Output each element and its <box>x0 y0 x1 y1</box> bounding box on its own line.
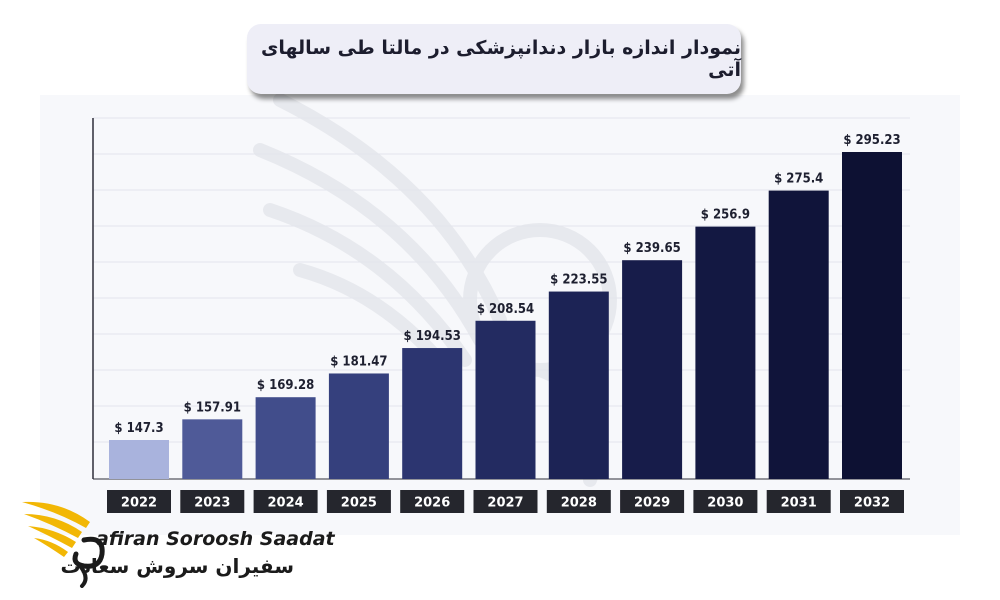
x-tick-label-2025: 2025 <box>341 496 377 511</box>
bars <box>109 152 902 479</box>
bar-2026 <box>402 348 463 479</box>
bar-2028 <box>548 291 609 479</box>
year-box-2025 <box>326 490 391 513</box>
brand-name-persian: سفیران سروش سعادت <box>60 554 295 578</box>
value-label-2025: $ 181.47 <box>330 354 387 369</box>
value-labels: $ 147.3 $ 157.91 $ 169.28 $ 181.47 $ 194.53 $… <box>114 133 900 436</box>
bar-2030 <box>695 226 756 479</box>
x-tick-label-2023: 2023 <box>194 496 230 511</box>
value-label-2031: $ 275.4 <box>774 172 823 187</box>
year-box-2032 <box>840 490 904 513</box>
value-label-2029: $ 239.65 <box>623 241 680 256</box>
year-box-2031 <box>766 490 831 513</box>
year-box-2029 <box>620 490 685 513</box>
value-label-2032: $ 295.23 <box>843 133 900 148</box>
year-label-boxes: 2022 2023 2024 2025 2026 2027 2028 2029 2030 2031… <box>107 490 904 513</box>
value-label-2030: $ 256.9 <box>701 208 750 223</box>
bar-2031 <box>768 190 829 479</box>
x-tick-label-2022: 2022 <box>121 496 157 511</box>
value-label-2026: $ 194.53 <box>404 329 461 344</box>
x-tick-label-2024: 2024 <box>268 496 304 511</box>
golden-wing-icon <box>22 501 105 588</box>
bar-2032 <box>842 152 902 479</box>
value-label-2022: $ 147.3 <box>114 421 163 436</box>
value-label-2024: $ 169.28 <box>257 378 314 393</box>
bar-2023 <box>182 419 243 479</box>
year-box-2022 <box>107 490 171 513</box>
year-box-2026 <box>400 490 465 513</box>
brand-logo: afiran Soroosh Saadat سفیران سروش سعادت <box>20 492 335 592</box>
year-box-2028 <box>546 490 611 513</box>
value-label-2028: $ 223.55 <box>550 273 607 288</box>
x-tick-label-2026: 2026 <box>414 496 450 511</box>
x-tick-label-2031: 2031 <box>781 496 817 511</box>
value-label-2023: $ 157.91 <box>184 400 241 415</box>
x-tick-label-2027: 2027 <box>487 496 523 511</box>
year-box-2027 <box>473 490 538 513</box>
brand-name-english: afiran Soroosh Saadat <box>96 528 335 550</box>
year-box-2024 <box>253 490 318 513</box>
bar-2025 <box>328 373 389 479</box>
bar-2024 <box>255 397 316 479</box>
x-tick-label-2032: 2032 <box>854 496 890 511</box>
bar-2029 <box>622 260 683 479</box>
bar-2022 <box>109 440 169 479</box>
chart-title-card: نمودار اندازه بازار دندانپزشکی در مالتا … <box>247 24 741 94</box>
value-label-2027: $ 208.54 <box>477 302 534 317</box>
year-box-2030 <box>693 490 758 513</box>
year-box-2023 <box>180 490 245 513</box>
x-tick-label-2030: 2030 <box>707 496 743 511</box>
x-tick-label-2028: 2028 <box>561 496 597 511</box>
x-tick-label-2029: 2029 <box>634 496 670 511</box>
chart-title: نمودار اندازه بازار دندانپزشکی در مالتا … <box>260 37 741 81</box>
bar-2027 <box>475 320 536 479</box>
